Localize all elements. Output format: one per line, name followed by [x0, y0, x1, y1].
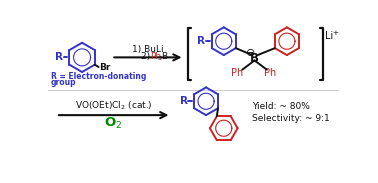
- Text: $_3$B: $_3$B: [157, 50, 169, 63]
- Text: ⊖: ⊖: [246, 48, 256, 58]
- Text: O$_2$: O$_2$: [104, 116, 123, 131]
- Text: Ph: Ph: [264, 68, 276, 78]
- Text: Selectivity: ~ 9:1: Selectivity: ~ 9:1: [252, 114, 330, 123]
- Text: group: group: [51, 78, 76, 87]
- Text: R: R: [180, 96, 187, 106]
- Text: 1) BuLi: 1) BuLi: [132, 45, 164, 54]
- Text: Ph: Ph: [150, 52, 162, 61]
- Text: R = Electron-donating: R = Electron-donating: [51, 72, 146, 81]
- Text: R: R: [55, 52, 63, 62]
- Text: Li: Li: [325, 31, 333, 41]
- Text: Br: Br: [99, 63, 111, 72]
- Text: B: B: [250, 52, 259, 65]
- Text: Ph: Ph: [231, 68, 244, 78]
- Text: Yield: ~ 80%: Yield: ~ 80%: [252, 102, 310, 111]
- Text: VO(OEt)Cl$_2$ (cat.): VO(OEt)Cl$_2$ (cat.): [75, 100, 152, 112]
- Text: 2): 2): [141, 52, 153, 61]
- Text: R: R: [197, 36, 205, 46]
- Text: +: +: [332, 30, 338, 36]
